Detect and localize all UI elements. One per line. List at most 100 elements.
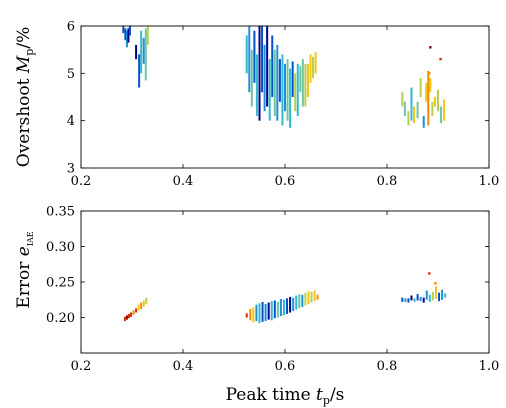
error-data-mark [316, 294, 319, 300]
overshoot-y-tick-label: 5 [67, 67, 75, 82]
overshoot-data-mark [138, 54, 141, 88]
error-data-mark [286, 298, 289, 314]
overshoot-data-mark [281, 54, 284, 126]
error-data-mark [279, 299, 282, 317]
overshoot-x-tick-label: 1.0 [479, 174, 500, 189]
error-data-point [428, 272, 431, 275]
overshoot-data-mark [306, 63, 309, 97]
error-data-mark [444, 293, 447, 298]
overshoot-y-axis-label: Overshoot Mp/% [14, 27, 36, 167]
error-data-mark [289, 296, 292, 313]
overshoot-x-tick-label: 0.8 [377, 174, 398, 189]
error-data-point [434, 282, 437, 285]
error-data-mark [313, 290, 316, 302]
overshoot-data-mark [278, 59, 281, 102]
error-y-tick-label: 0.30 [46, 240, 75, 255]
overshoot-data-mark [127, 28, 130, 43]
overshoot-data-mark [443, 99, 446, 121]
overshoot-data-mark [427, 70, 430, 126]
error-data-mark [142, 300, 145, 307]
overshoot-data-mark [314, 52, 317, 74]
overshoot-data-mark [144, 28, 147, 81]
error-data-mark [132, 310, 135, 315]
error-x-tick-label: 0.6 [275, 359, 296, 374]
overshoot-data-mark [289, 68, 292, 128]
error-data-mark [413, 298, 416, 302]
overshoot-data-mark [429, 78, 432, 93]
error-plot-frame [80, 210, 490, 354]
error-data-mark [298, 294, 301, 309]
overshoot-panel: 0.2 0.4 0.6 0.8 1.0 3 4 5 6 Overshoot Mp/% [14, 20, 499, 190]
error-data-mark [129, 312, 132, 317]
error-y-tick-label: 0.35 [46, 205, 75, 220]
overshoot-data-point [439, 57, 442, 61]
overshoot-marks [122, 26, 446, 128]
overshoot-data-mark [433, 97, 436, 107]
overshoot-data-mark [403, 101, 406, 116]
overshoot-data-mark [266, 26, 269, 107]
error-data-mark [416, 294, 419, 301]
overshoot-data-point [429, 46, 432, 49]
error-data-mark [282, 299, 285, 316]
overshoot-data-mark [425, 82, 428, 102]
error-data-mark [264, 304, 267, 322]
error-data-mark [125, 315, 128, 320]
overshoot-y-tick-label: 4 [67, 114, 75, 129]
overshoot-data-mark [263, 44, 266, 112]
overshoot-data-mark [422, 115, 425, 128]
overshoot-data-mark [140, 30, 143, 74]
error-x-tick-label: 1.0 [479, 359, 500, 374]
error-data-mark [145, 297, 148, 305]
error-data-mark [307, 291, 310, 305]
error-data-mark [258, 303, 261, 324]
error-data-mark [295, 295, 298, 310]
overshoot-data-mark [261, 26, 264, 93]
overshoot-data-point [428, 72, 431, 75]
overshoot-data-mark [304, 63, 307, 107]
overshoot-data-mark [294, 73, 297, 112]
error-data-mark [137, 304, 140, 311]
error-data-mark [310, 291, 313, 303]
error-data-mark [404, 298, 407, 302]
overshoot-x-tick-label: 0.4 [173, 174, 194, 189]
overshoot-data-mark [248, 26, 251, 93]
error-data-mark [431, 291, 434, 301]
error-data-mark [301, 294, 304, 307]
error-x-tick-label: 0.2 [71, 359, 92, 374]
error-y-axis-label: Error eIAE [14, 231, 35, 308]
error-data-mark [276, 301, 279, 318]
overshoot-data-mark [291, 61, 294, 97]
error-x-axis-label: Peak time tp/s [226, 385, 345, 407]
overshoot-data-mark [273, 49, 276, 116]
error-data-mark [428, 294, 431, 302]
error-data-mark [249, 308, 252, 321]
error-data-mark [261, 301, 264, 322]
overshoot-data-mark [413, 106, 416, 124]
error-y-tick-label: 0.20 [46, 311, 75, 326]
overshoot-data-mark [437, 89, 439, 112]
error-data-mark [135, 308, 138, 313]
overshoot-data-mark [309, 54, 312, 83]
overshoot-data-mark [419, 78, 422, 97]
error-data-mark [252, 307, 255, 323]
overshoot-data-mark [431, 101, 434, 116]
error-data-mark [267, 302, 270, 320]
overshoot-x-tick-label: 0.2 [71, 174, 92, 189]
error-data-mark [434, 286, 437, 300]
error-x-tick-label: 0.8 [377, 359, 398, 374]
overshoot-data-mark [284, 63, 286, 112]
overshoot-data-mark [312, 56, 315, 79]
error-data-mark [270, 301, 273, 321]
overshoot-data-mark [410, 87, 413, 121]
overshoot-data-mark [276, 44, 279, 121]
error-data-mark [441, 289, 444, 300]
overshoot-axis-ticks: 0.2 0.4 0.6 0.8 1.0 3 4 5 6 [67, 20, 500, 190]
error-data-mark [407, 298, 410, 303]
overshoot-y-tick-label: 6 [67, 20, 75, 35]
overshoot-y-tick-label: 3 [67, 162, 75, 177]
error-data-mark [304, 292, 307, 306]
error-data-mark [419, 296, 422, 302]
error-data-mark [438, 292, 441, 302]
error-data-mark [425, 290, 428, 300]
